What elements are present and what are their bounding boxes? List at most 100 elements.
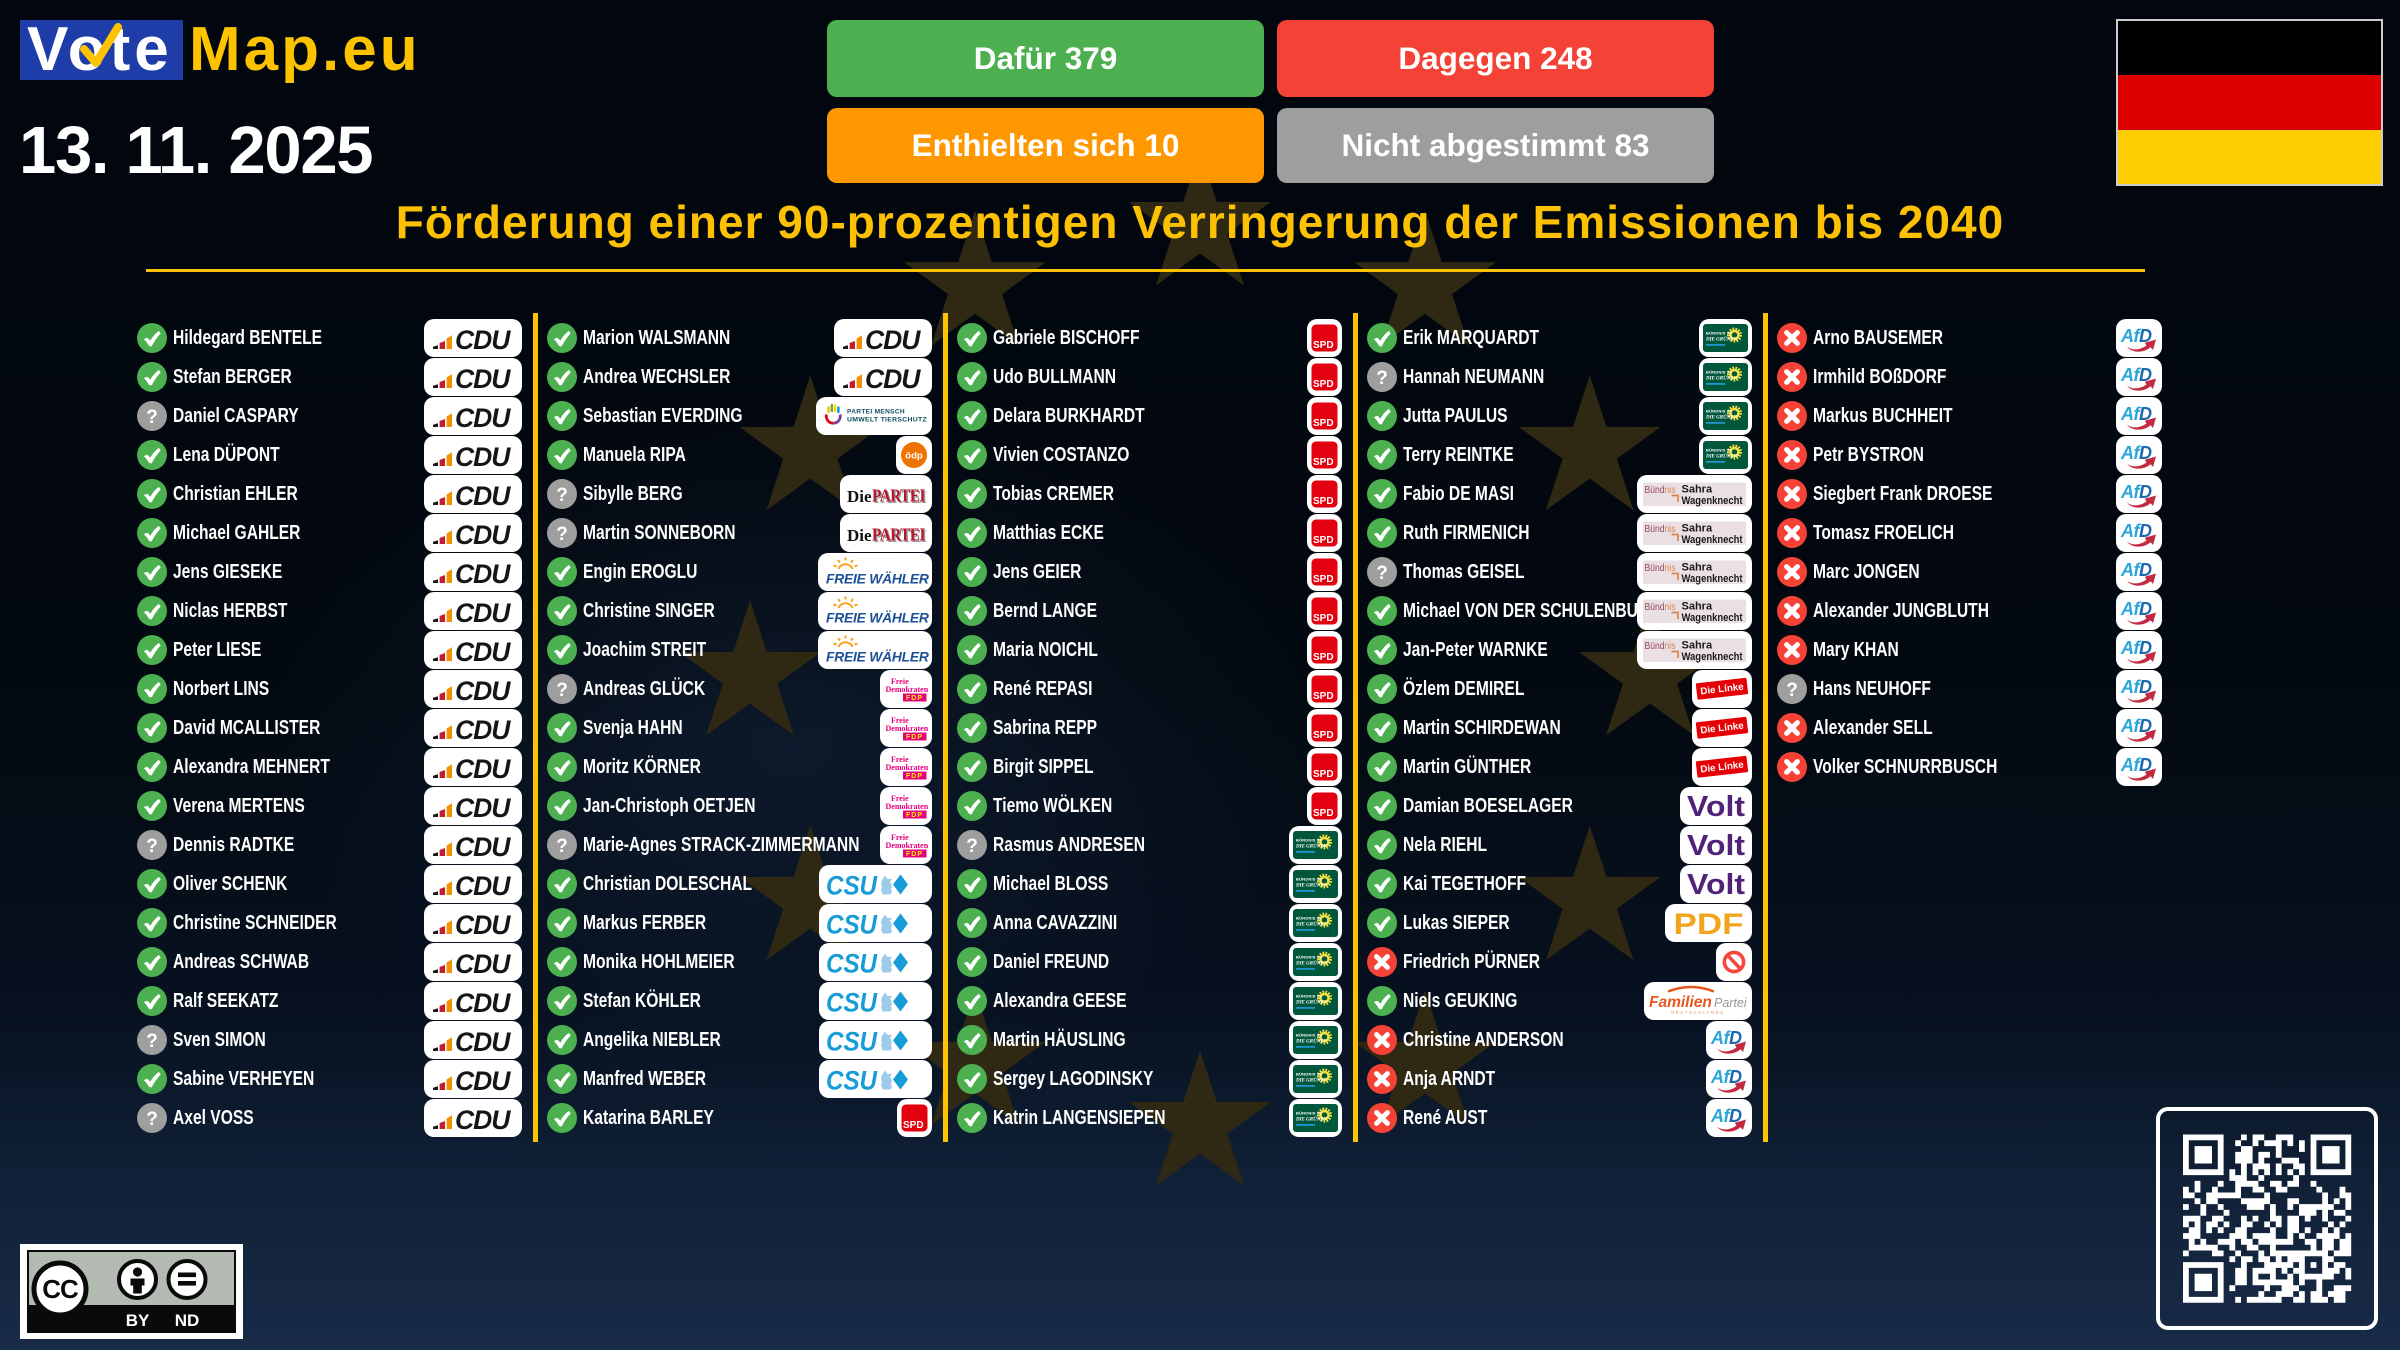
- svg-text:CSU: CSU: [826, 1066, 878, 1096]
- svg-text:Wagenknecht: Wagenknecht: [1682, 495, 1743, 507]
- svg-text:PDF: PDF: [1674, 908, 1744, 941]
- svg-text:AfD: AfD: [1710, 1106, 1742, 1126]
- svg-text:PARTEI MENSCH: PARTEI MENSCH: [847, 409, 905, 416]
- svg-text:Demokraten: Demokraten: [886, 802, 929, 811]
- svg-text:BÜNDNIS 90: BÜNDNIS 90: [1296, 955, 1322, 960]
- svg-text:SPD: SPD: [1313, 769, 1334, 780]
- svg-text:PARTEI: PARTEI: [872, 486, 925, 506]
- svg-text:ND: ND: [175, 1311, 200, 1330]
- svg-text:BÜNDNIS 90: BÜNDNIS 90: [1296, 1072, 1322, 1077]
- svg-text:PARTEI: PARTEI: [872, 525, 925, 545]
- svg-text:?: ?: [556, 836, 568, 857]
- svg-text:?: ?: [966, 836, 978, 857]
- svg-text:CSU: CSU: [826, 949, 878, 979]
- svg-text:AfD: AfD: [2120, 443, 2152, 463]
- svg-text:AfD: AfD: [1710, 1067, 1742, 1087]
- svg-text:SPD: SPD: [1313, 535, 1334, 546]
- svg-text:SPD: SPD: [1313, 340, 1334, 351]
- svg-text:SPD: SPD: [1313, 574, 1334, 585]
- svg-text:Sahra: Sahra: [1682, 484, 1713, 496]
- svg-text:SPD: SPD: [1313, 457, 1334, 468]
- svg-text:BÜNDNIS 90: BÜNDNIS 90: [1296, 1111, 1322, 1116]
- svg-text:DIE GRÜNEN: DIE GRÜNEN: [1295, 883, 1328, 889]
- svg-text:AfD: AfD: [2120, 638, 2152, 658]
- svg-text:Sahra: Sahra: [1682, 640, 1713, 652]
- svg-text:CDU: CDU: [455, 832, 511, 862]
- svg-text:FDP: FDP: [906, 695, 923, 702]
- svg-text:DIE GRÜNEN: DIE GRÜNEN: [1295, 1000, 1328, 1006]
- svg-text:?: ?: [146, 1109, 158, 1130]
- svg-text:SPD: SPD: [1313, 730, 1334, 741]
- svg-text:CDU: CDU: [455, 1105, 511, 1135]
- svg-text:SPD: SPD: [1313, 379, 1334, 390]
- svg-text:Wagenknecht: Wagenknecht: [1682, 612, 1743, 624]
- svg-text:Demokraten: Demokraten: [886, 763, 929, 772]
- svg-text:AfD: AfD: [1710, 1028, 1742, 1048]
- svg-text:CDU: CDU: [455, 988, 511, 1018]
- svg-text:AfD: AfD: [2120, 560, 2152, 580]
- svg-text:CDU: CDU: [455, 403, 511, 433]
- svg-text:Demokraten: Demokraten: [886, 724, 929, 733]
- svg-text:AfD: AfD: [2120, 326, 2152, 346]
- svg-text:Wagenknecht: Wagenknecht: [1682, 651, 1743, 663]
- svg-text:DIE GRÜNEN: DIE GRÜNEN: [1295, 844, 1328, 850]
- svg-text:CSU: CSU: [826, 988, 878, 1018]
- svg-text:CC: CC: [42, 1274, 79, 1304]
- svg-text:Freie: Freie: [891, 794, 909, 803]
- svg-text:?: ?: [556, 524, 568, 545]
- svg-text:Die Línke: Die Línke: [1700, 721, 1745, 737]
- svg-text:DIE GRÜNEN: DIE GRÜNEN: [1705, 376, 1738, 382]
- svg-text:PARTEI: PARTEI: [874, 526, 927, 546]
- svg-text:FREIE WÄHLER: FREIE WÄHLER: [826, 571, 929, 587]
- svg-text:CDU: CDU: [455, 520, 511, 550]
- svg-text:BÜNDNIS 90: BÜNDNIS 90: [1296, 838, 1322, 843]
- svg-text:SPD: SPD: [1313, 691, 1334, 702]
- svg-text:CSU: CSU: [826, 1027, 878, 1057]
- svg-text:SPD: SPD: [1313, 652, 1334, 663]
- svg-text:?: ?: [1786, 680, 1798, 701]
- svg-text:CDU: CDU: [455, 910, 511, 940]
- svg-text:DIE GRÜNEN: DIE GRÜNEN: [1705, 454, 1738, 460]
- svg-text:FREIE WÄHLER: FREIE WÄHLER: [826, 610, 929, 626]
- svg-text:PARTEI: PARTEI: [874, 487, 927, 507]
- svg-text:Wagenknecht: Wagenknecht: [1682, 534, 1743, 546]
- svg-text:CDU: CDU: [455, 1027, 511, 1057]
- svg-text:?: ?: [556, 485, 568, 506]
- svg-text:Demokraten: Demokraten: [886, 685, 929, 694]
- svg-text:Bündnis: Bündnis: [1645, 524, 1676, 535]
- svg-text:UMWELT TIERSCHUTZ: UMWELT TIERSCHUTZ: [847, 417, 927, 424]
- svg-text:CDU: CDU: [865, 325, 921, 355]
- svg-text:Sahra: Sahra: [1682, 562, 1713, 574]
- svg-text:Die: Die: [847, 526, 872, 545]
- svg-text:AfD: AfD: [2120, 716, 2152, 736]
- svg-text:BY: BY: [126, 1311, 150, 1330]
- svg-text:DIE GRÜNEN: DIE GRÜNEN: [1295, 1078, 1328, 1084]
- svg-text:CDU: CDU: [455, 598, 511, 628]
- svg-text:BÜNDNIS 90: BÜNDNIS 90: [1706, 331, 1732, 336]
- svg-text:?: ?: [556, 680, 568, 701]
- svg-text:Bündnis: Bündnis: [1645, 641, 1676, 652]
- svg-text:Freie: Freie: [891, 833, 909, 842]
- svg-text:BÜNDNIS 90: BÜNDNIS 90: [1706, 409, 1732, 414]
- svg-text:?: ?: [1376, 368, 1388, 389]
- svg-text:Volt: Volt: [1687, 791, 1745, 823]
- svg-text:Partei: Partei: [1714, 996, 1748, 1010]
- svg-text:BÜNDNIS 90: BÜNDNIS 90: [1296, 994, 1322, 999]
- svg-text:FDP: FDP: [906, 851, 923, 858]
- svg-text:SPD: SPD: [1313, 613, 1334, 624]
- svg-text:CDU: CDU: [455, 793, 511, 823]
- svg-text:Volt: Volt: [1687, 830, 1745, 862]
- svg-text:AfD: AfD: [2120, 677, 2152, 697]
- svg-text:FDP: FDP: [906, 812, 923, 819]
- svg-text:?: ?: [1376, 563, 1388, 584]
- svg-text:CDU: CDU: [865, 364, 921, 394]
- svg-text:SPD: SPD: [1313, 418, 1334, 429]
- svg-text:DIE GRÜNEN: DIE GRÜNEN: [1295, 1117, 1328, 1123]
- svg-text:CDU: CDU: [455, 559, 511, 589]
- svg-text:FDP: FDP: [906, 773, 923, 780]
- svg-text:SPD: SPD: [1313, 496, 1334, 507]
- svg-text:Die Línke: Die Línke: [1700, 760, 1745, 776]
- svg-text:Freie: Freie: [891, 677, 909, 686]
- svg-text:Bündnis: Bündnis: [1645, 563, 1676, 574]
- svg-text:CDU: CDU: [455, 325, 511, 355]
